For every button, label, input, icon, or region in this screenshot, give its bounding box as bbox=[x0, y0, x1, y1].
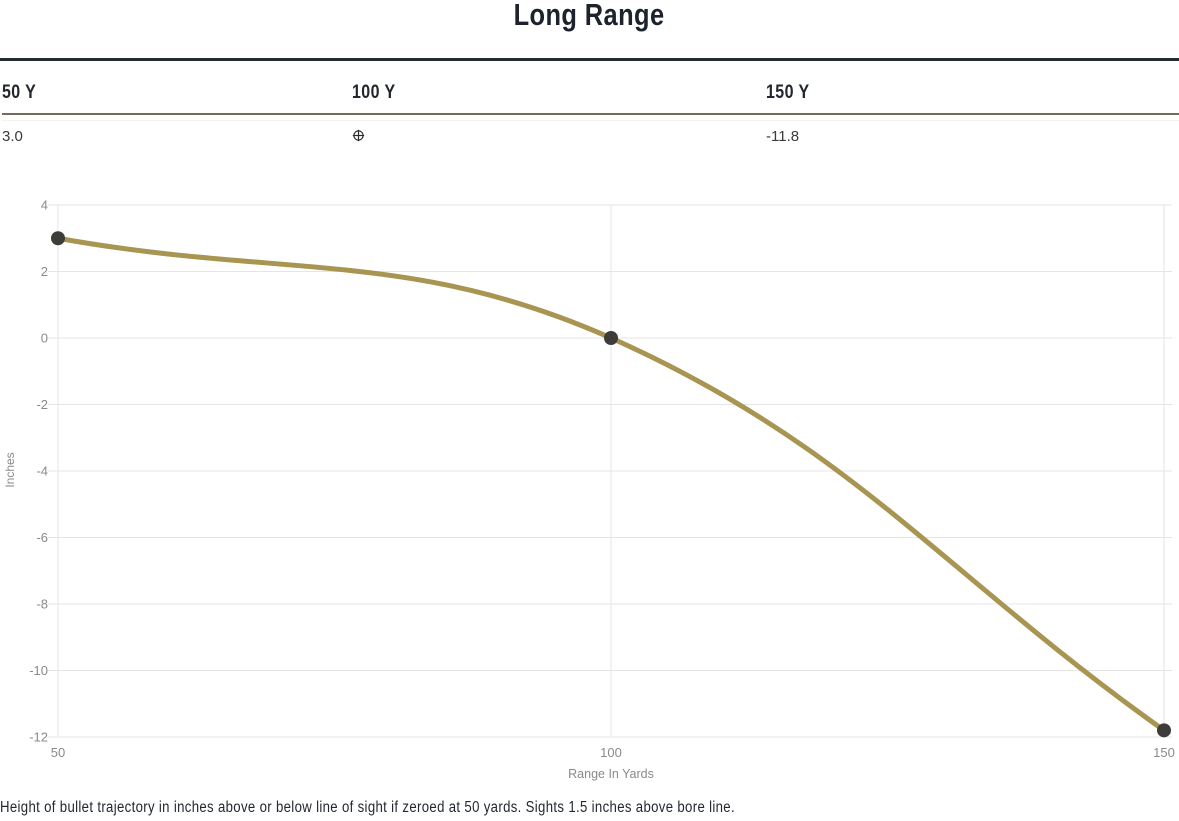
y-tick-label: 4 bbox=[41, 198, 48, 213]
y-tick-label: -8 bbox=[36, 597, 48, 612]
data-point-marker bbox=[1157, 723, 1171, 738]
range-column-header-50y: 50 Y bbox=[2, 82, 37, 103]
trajectory-chart-area: 4 2 0 -2 -4 -6 -8 -10 -12 50 100 150 Inches Range In … bbox=[0, 190, 1179, 790]
x-axis-title: Range In Yards bbox=[568, 767, 654, 781]
drop-value-100y bbox=[352, 127, 766, 147]
chart-footnote: Height of bullet trajectory in inches ab… bbox=[0, 799, 735, 816]
y-axis-title: Inches bbox=[3, 452, 17, 487]
y-tick-label: -10 bbox=[29, 663, 48, 678]
summary-header-row: 50 Y 100 Y 150 Y bbox=[2, 61, 1179, 115]
y-tick-label: -12 bbox=[29, 730, 48, 745]
y-tick-label: -2 bbox=[36, 397, 48, 412]
x-tick-label: 50 bbox=[51, 745, 65, 760]
data-point-marker bbox=[51, 231, 65, 246]
x-tick-label: 150 bbox=[1153, 745, 1175, 760]
summary-value-row: 3.0 -11.8 bbox=[2, 120, 1179, 147]
y-tick-label: -4 bbox=[36, 464, 48, 479]
y-tick-label: -6 bbox=[36, 530, 48, 545]
range-column-header-100y: 100 Y bbox=[352, 82, 396, 103]
drop-value-150y: -11.8 bbox=[766, 128, 800, 145]
page-title: Long Range bbox=[514, 0, 665, 32]
drop-value-50y: 3.0 bbox=[2, 128, 23, 145]
y-tick-label: 2 bbox=[41, 264, 48, 279]
trajectory-summary-table: 50 Y 100 Y 150 Y 3.0 -11.8 bbox=[0, 58, 1179, 147]
y-tick-label: 0 bbox=[41, 331, 48, 346]
data-point-marker bbox=[604, 331, 618, 345]
range-column-header-150y: 150 Y bbox=[766, 82, 810, 103]
x-tick-label: 100 bbox=[600, 745, 622, 760]
zero-crosshair-icon bbox=[352, 129, 365, 142]
